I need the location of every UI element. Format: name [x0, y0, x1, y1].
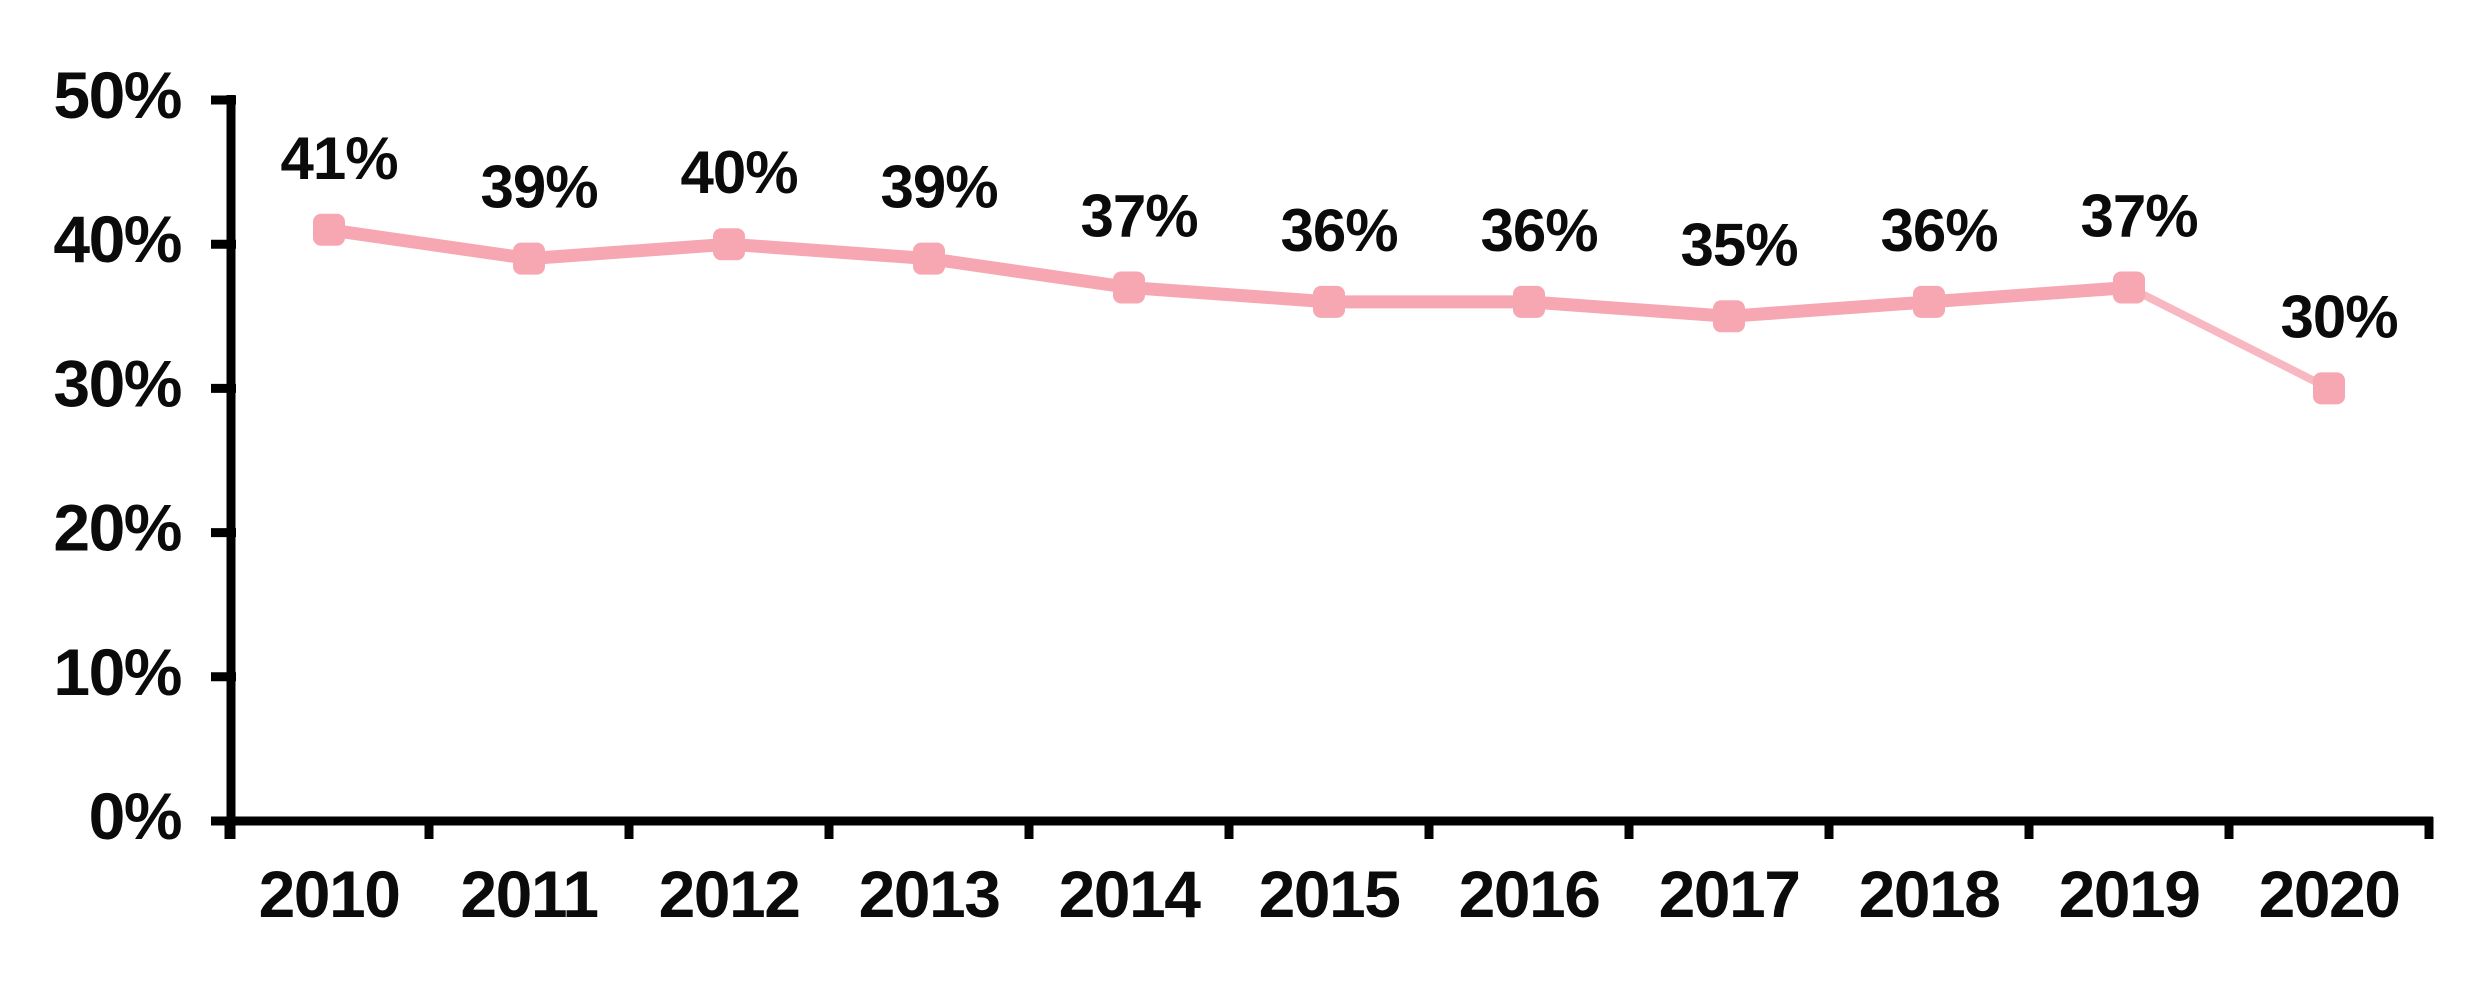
- data-point-marker: [1313, 285, 1345, 318]
- line-segment: [2127, 283, 2331, 392]
- x-axis-tick-label: 2013: [859, 857, 1000, 931]
- data-point-marker: [313, 213, 345, 246]
- data-point-label: 37%: [2080, 182, 2197, 249]
- y-axis-tick-label: 50%: [53, 58, 181, 132]
- data-point-label: 36%: [1480, 197, 1597, 264]
- x-axis-tick-label: 2017: [1659, 857, 1800, 931]
- x-axis-tick-label: 2015: [1259, 857, 1400, 931]
- data-point-marker: [1113, 271, 1145, 304]
- data-point-label: 41%: [280, 125, 397, 192]
- data-point-label: 39%: [480, 154, 597, 221]
- x-axis-tick-label: 2010: [259, 857, 400, 931]
- data-point-label: 36%: [1880, 197, 1997, 264]
- x-axis-tick-label: 2012: [659, 857, 800, 931]
- y-axis-tick-label: 0%: [89, 779, 181, 853]
- data-point-marker: [1513, 285, 1545, 318]
- data-point-label: 39%: [880, 154, 997, 221]
- data-point-marker: [913, 242, 945, 275]
- data-point-marker: [713, 228, 745, 261]
- data-point-label: 37%: [1080, 182, 1197, 249]
- data-point-marker: [2313, 372, 2345, 405]
- line-segment: [928, 252, 1130, 294]
- x-axis-tick-label: 2018: [1859, 857, 2000, 931]
- y-axis-tick-label: 20%: [53, 491, 181, 565]
- x-axis-tick-label: 2011: [460, 857, 597, 931]
- data-point-marker: [2113, 271, 2145, 304]
- line-segment: [728, 237, 930, 266]
- line-segment: [1128, 280, 1330, 309]
- data-point-label: 35%: [1680, 211, 1797, 278]
- data-point-marker: [1713, 300, 1745, 333]
- line-segment: [528, 237, 730, 266]
- y-axis-tick-label: 30%: [53, 346, 181, 420]
- data-point-marker: [513, 242, 545, 275]
- line-segment: [1728, 295, 1930, 323]
- y-axis-tick-label: 10%: [53, 635, 181, 709]
- x-axis-tick-label: 2016: [1459, 857, 1600, 931]
- data-point-label: 30%: [2280, 283, 2397, 350]
- line-segment: [328, 223, 530, 266]
- line-segment: [1528, 295, 1730, 323]
- x-axis-tick-label: 2020: [2259, 857, 2400, 931]
- data-point-marker: [1913, 285, 1945, 318]
- data-point-label: 40%: [680, 139, 797, 206]
- y-axis-tick-label: 40%: [53, 202, 181, 276]
- line-segment: [1928, 280, 2130, 309]
- data-point-label: 36%: [1280, 197, 1397, 264]
- x-axis-tick-label: 2019: [2059, 857, 2200, 931]
- x-axis-tick-label: 2014: [1059, 857, 1202, 931]
